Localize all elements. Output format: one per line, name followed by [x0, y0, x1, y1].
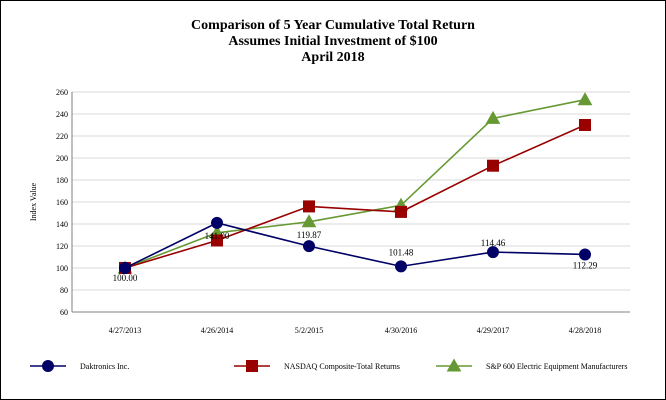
data-label-2: 119.87 [297, 230, 322, 240]
legend-marker-2 [446, 358, 462, 372]
series-line-1 [124, 124, 586, 269]
x-tick-label-4: 4/29/2017 [477, 326, 509, 335]
series-1-point-1 [211, 234, 223, 247]
x-tick-label-3: 4/30/2016 [385, 326, 417, 335]
series-0-point-4 [487, 246, 499, 259]
y-tick-label-80: 80 [60, 286, 68, 295]
data-label-3: 101.48 [389, 247, 414, 257]
chart-title-line-2: Assumes Initial Investment of $100 [228, 34, 438, 49]
y-tick-label-240: 240 [56, 110, 68, 119]
series-line-0 [124, 222, 586, 269]
series-0-point-1 [211, 216, 223, 229]
y-tick-label-200: 200 [56, 154, 68, 163]
data-label-0: 100.00 [113, 273, 138, 283]
y-tick-label-140: 140 [56, 220, 68, 229]
chart-title-line-1: Comparison of 5 Year Cumulative Total Re… [191, 18, 475, 33]
y-tick-label-180: 180 [56, 176, 68, 185]
series-2-point-2 [301, 214, 317, 228]
x-tick-label-1: 4/26/2014 [201, 326, 233, 335]
series-0-point-2 [303, 240, 315, 253]
legend-label-0: Daktronics Inc. [80, 362, 129, 371]
series-0-point-0 [119, 262, 131, 274]
series-0-point-3 [395, 260, 407, 273]
series-0-point-5 [579, 248, 591, 261]
series-1-point-2 [303, 200, 315, 213]
y-tick-label-160: 160 [56, 198, 68, 207]
series-line-2 [124, 98, 586, 269]
y-tick-label-260: 260 [56, 88, 68, 97]
data-label-1: 141.00 [205, 231, 230, 241]
series-1-point-3 [395, 205, 407, 218]
x-tick-label-5: 4/28/2018 [569, 326, 601, 335]
y-tick-label-100: 100 [56, 264, 68, 273]
x-tick-label-2: 5/2/2015 [295, 326, 323, 335]
chart-title-line-3: April 2018 [301, 50, 365, 65]
legend-label-1: NASDAQ Composite-Total Returns [284, 362, 400, 371]
legend-label-2: S&P 600 Electric Equipment Manufacturers [486, 362, 627, 371]
series-2-point-5 [577, 92, 593, 106]
data-label-4: 114.46 [481, 238, 506, 248]
series-2-point-4 [485, 110, 501, 124]
x-tick-label-0: 4/27/2013 [109, 326, 141, 335]
y-axis-title: Index Value [29, 182, 38, 221]
y-tick-label-120: 120 [56, 242, 68, 251]
legend-marker-1 [246, 360, 258, 372]
data-label-5: 112.29 [573, 260, 598, 270]
y-tick-label-220: 220 [56, 132, 68, 141]
y-tick-label-60: 60 [60, 308, 68, 317]
series-1-point-4 [487, 159, 499, 172]
legend-marker-0 [42, 360, 54, 372]
series-1-point-5 [579, 119, 591, 131]
